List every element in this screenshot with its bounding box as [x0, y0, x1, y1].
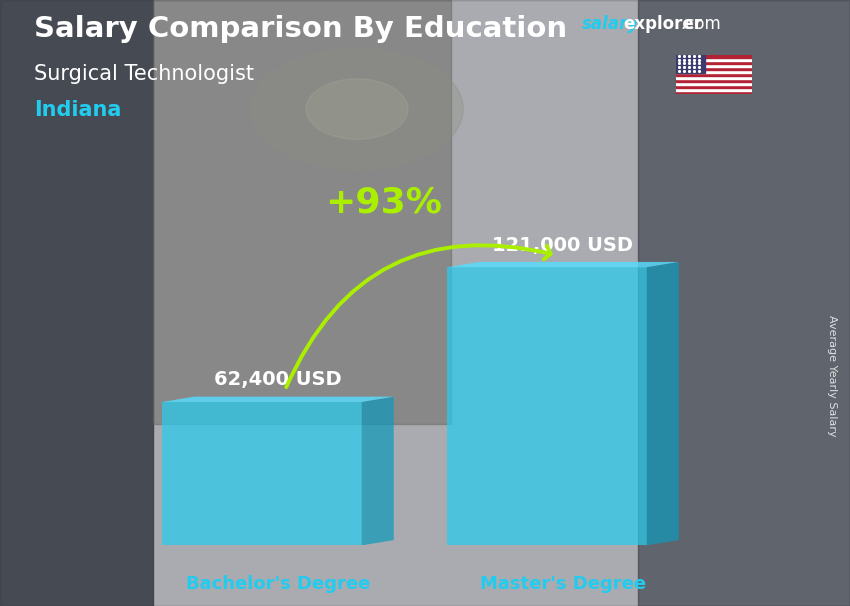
Text: Salary Comparison By Education: Salary Comparison By Education	[34, 15, 567, 43]
Bar	[676, 73, 752, 76]
Bar	[676, 61, 752, 64]
Bar	[676, 76, 752, 79]
Bar	[676, 55, 705, 73]
Polygon shape	[162, 397, 394, 402]
Bar	[676, 91, 752, 94]
Bar	[676, 82, 752, 85]
Ellipse shape	[306, 79, 408, 139]
Text: Average Yearly Salary: Average Yearly Salary	[827, 315, 837, 436]
Ellipse shape	[251, 48, 463, 170]
Bar	[0, 0, 153, 606]
Bar	[676, 64, 752, 67]
Polygon shape	[647, 262, 678, 545]
Text: salary: salary	[582, 15, 639, 33]
Polygon shape	[447, 262, 678, 267]
Text: 62,400 USD: 62,400 USD	[214, 370, 342, 389]
Text: Surgical Technologist: Surgical Technologist	[34, 64, 254, 84]
Bar	[676, 88, 752, 91]
Bar	[676, 70, 752, 73]
Text: Master's Degree: Master's Degree	[480, 575, 646, 593]
Bar	[162, 402, 362, 545]
Text: Bachelor's Degree: Bachelor's Degree	[186, 575, 371, 593]
Text: Indiana: Indiana	[34, 100, 122, 120]
Bar	[638, 0, 850, 606]
Bar	[153, 0, 450, 424]
Text: explorer: explorer	[623, 15, 702, 33]
Bar	[676, 55, 752, 58]
Bar	[447, 267, 647, 545]
Polygon shape	[362, 397, 394, 545]
Bar	[676, 58, 752, 61]
Bar	[676, 79, 752, 82]
Text: 121,000 USD: 121,000 USD	[492, 236, 633, 255]
Bar	[676, 67, 752, 70]
Text: .com: .com	[680, 15, 721, 33]
Bar	[676, 85, 752, 88]
Text: +93%: +93%	[325, 186, 441, 220]
